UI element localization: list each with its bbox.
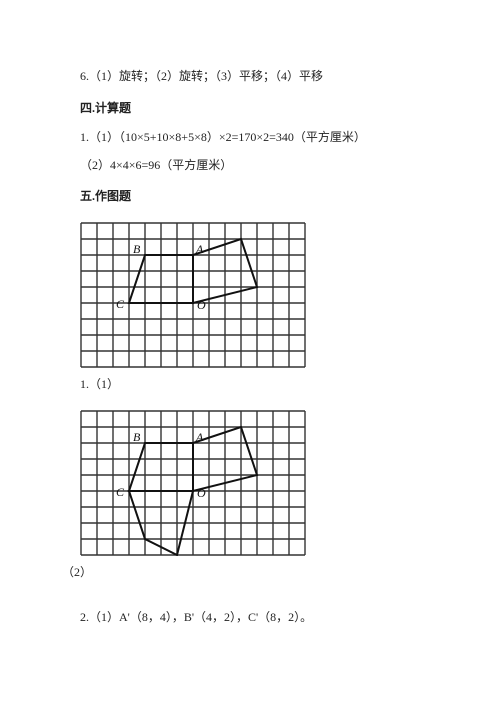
- figure-2-grid: B A C O: [80, 410, 306, 556]
- svg-text:B: B: [133, 430, 141, 444]
- svg-text:O: O: [197, 298, 206, 312]
- figure-2-container: B A C O: [80, 410, 430, 556]
- calc-line-2: （2）4×4×6=96（平方厘米）: [80, 155, 430, 177]
- svg-text:C: C: [116, 485, 125, 499]
- answer-2: 2.（1）A'（8，4），B'（4，2），C'（8，2）。: [80, 607, 430, 629]
- svg-text:O: O: [197, 486, 206, 500]
- section-4-heading: 四.计算题: [80, 98, 430, 120]
- figure-1-container: B A C O: [80, 222, 430, 368]
- section-5-heading: 五.作图题: [80, 186, 430, 208]
- figure-1-grid: B A C O: [80, 222, 306, 368]
- svg-text:A: A: [195, 242, 204, 256]
- calc-line-1: 1.（1）（10×5+10×8+5×8）×2=170×2=340（平方厘米）: [80, 127, 430, 149]
- figure-2-label: （2）: [62, 562, 430, 584]
- answer-6: 6.（1）旋转；（2）旋转；（3）平移；（4）平移: [80, 66, 430, 88]
- svg-text:A: A: [195, 430, 204, 444]
- svg-text:B: B: [133, 242, 141, 256]
- figure-1-label: 1.（1）: [80, 374, 430, 396]
- svg-text:C: C: [116, 297, 125, 311]
